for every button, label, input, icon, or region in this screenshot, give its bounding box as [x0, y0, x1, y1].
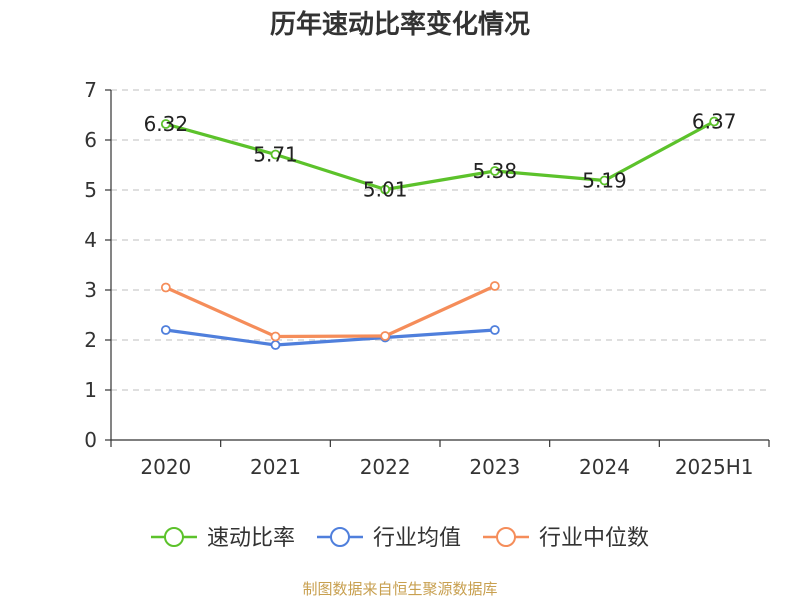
data-point[interactable]	[380, 184, 391, 195]
data-point[interactable]	[270, 149, 281, 160]
data-point[interactable]	[380, 331, 391, 341]
x-tick-label: 2021	[250, 455, 301, 479]
x-tick-label: 2023	[469, 455, 520, 479]
x-tick-label: 2022	[360, 455, 411, 479]
data-labels: 6.32 5.71 5.01 5.38 5.19 6.37	[144, 110, 737, 202]
legend-item-2[interactable]: 行业均值	[316, 526, 461, 551]
legend-label: 行业中位数	[539, 526, 649, 551]
data-point[interactable]	[489, 281, 500, 291]
legend-marker	[163, 527, 184, 547]
data-label: 6.37	[692, 110, 737, 134]
series-line-1	[165, 120, 715, 192]
x-tick-label: 2024	[579, 455, 630, 479]
data-point[interactable]	[160, 282, 171, 293]
y-tick-label: 1	[84, 378, 97, 402]
data-point[interactable]	[489, 166, 500, 176]
legend-item-1[interactable]: 速动比率	[150, 526, 295, 551]
data-label: 5.38	[473, 159, 518, 183]
data-point[interactable]	[270, 331, 281, 342]
y-tick-label: 0	[84, 428, 97, 452]
data-label: 6.32	[144, 112, 189, 136]
legend-item-3[interactable]: 行业中位数	[483, 526, 649, 551]
series-line-3	[165, 284, 496, 339]
legend-marker	[329, 527, 350, 547]
data-point[interactable]	[160, 119, 171, 129]
data-point[interactable]	[270, 340, 281, 350]
x-tick-label: 2020	[140, 455, 191, 479]
legend-label: 速动比率	[207, 526, 295, 551]
source-note: 制图数据来自恒生聚源数据库	[302, 580, 498, 598]
data-point[interactable]	[599, 175, 610, 186]
data-point[interactable]	[709, 116, 720, 127]
y-tick-label: 6	[84, 128, 97, 152]
series-line-2	[165, 328, 495, 347]
y-tick-label: 7	[84, 78, 97, 102]
data-point[interactable]	[489, 325, 500, 335]
legend-marker	[496, 527, 517, 547]
legend: 速动比率 行业均值 行业中位数	[150, 526, 649, 551]
y-tick-label: 3	[84, 278, 97, 302]
data-label: 5.19	[582, 169, 627, 193]
x-tick-label: 2025H1	[675, 455, 754, 479]
chart-title: 历年速动比率变化情况	[269, 10, 530, 40]
axes: 0 1 2 3 4 5 6 7 2020 2021 2022 2023 2024 2025H1	[84, 78, 770, 479]
y-tick-label: 4	[84, 228, 97, 252]
y-tick-label: 2	[84, 328, 97, 352]
data-label: 5.71	[253, 143, 298, 167]
y-tick-label: 5	[84, 178, 97, 202]
data-label: 5.01	[363, 178, 408, 202]
series-lines	[160, 116, 720, 350]
data-point[interactable]	[160, 325, 171, 335]
legend-label: 行业均值	[373, 526, 461, 551]
